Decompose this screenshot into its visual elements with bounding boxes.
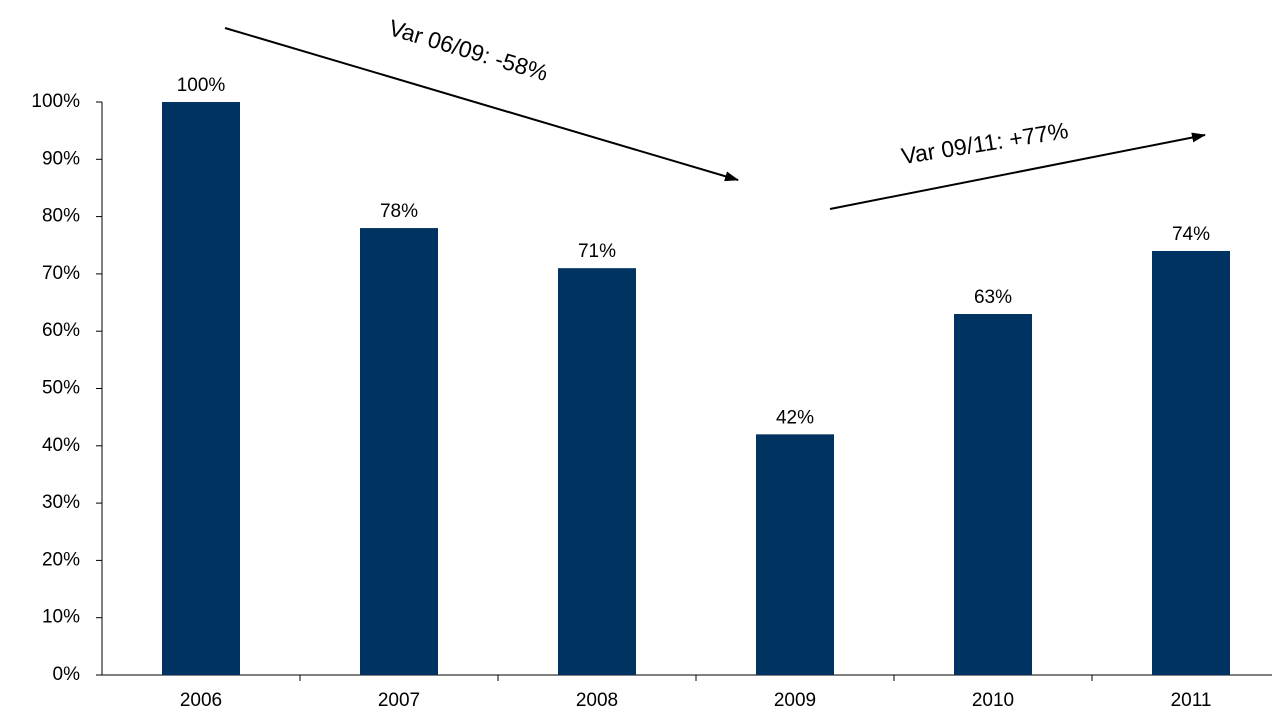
- annotation: Var 06/09: -58%: [386, 14, 551, 86]
- arrow: [224, 27, 739, 182]
- x-tick-label: 2010: [972, 690, 1014, 711]
- bar: [756, 434, 834, 675]
- y-tick-label: 20%: [42, 549, 80, 570]
- y-tick-label: 10%: [42, 607, 80, 628]
- data-label: 71%: [578, 241, 616, 262]
- data-label: 63%: [974, 287, 1012, 308]
- y-tick-label: 30%: [42, 492, 80, 513]
- y-tick-label: 50%: [42, 378, 80, 399]
- bar: [558, 268, 636, 675]
- data-label: 100%: [177, 75, 226, 96]
- x-tick-label: 2006: [180, 690, 222, 711]
- x-tick-label: 2011: [1171, 690, 1212, 711]
- y-tick-label: 60%: [42, 320, 80, 341]
- data-label: 74%: [1172, 224, 1210, 245]
- bar: [162, 102, 240, 675]
- x-tick-label: 2008: [576, 690, 618, 711]
- y-tick-label: 40%: [42, 435, 80, 456]
- annotation: Var 09/11: +77%: [899, 117, 1070, 169]
- x-tick-label: 2007: [378, 690, 420, 711]
- arrow: [829, 132, 1206, 210]
- bar: [360, 228, 438, 675]
- y-tick-label: 100%: [31, 91, 80, 112]
- x-tick-label: 2009: [774, 690, 816, 711]
- y-tick-label: 0%: [53, 664, 81, 685]
- y-tick-label: 80%: [42, 206, 80, 227]
- data-label: 78%: [380, 201, 418, 222]
- y-tick-label: 90%: [42, 148, 80, 169]
- bar: [954, 314, 1032, 675]
- bar: [1152, 250, 1230, 676]
- y-tick-label: 70%: [42, 263, 80, 284]
- data-label: 42%: [776, 407, 814, 428]
